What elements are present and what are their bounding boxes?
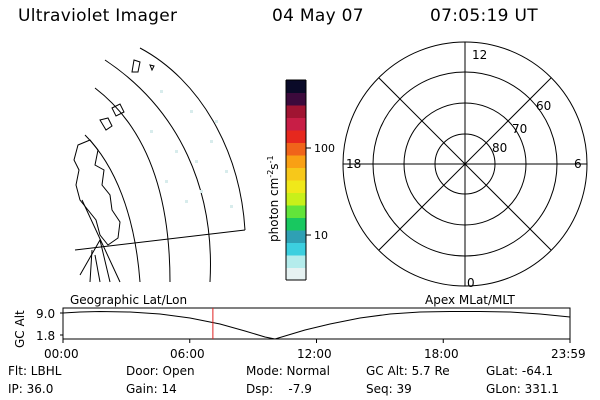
glat-info: GLat: -64.1 bbox=[486, 364, 553, 378]
orbit-plot bbox=[60, 307, 571, 343]
glon-info: GLon: 331.1 bbox=[486, 382, 559, 396]
colorbar-band bbox=[286, 130, 306, 143]
colorbar-band bbox=[286, 205, 306, 218]
mlt-label-18: 18 bbox=[346, 157, 361, 171]
colorbar-band bbox=[286, 192, 306, 206]
colorbar-tick-100: 100 bbox=[314, 142, 335, 155]
colorbar-band bbox=[286, 117, 306, 131]
door-info: Door: Open bbox=[126, 364, 195, 378]
orbit-altitude-curve bbox=[62, 310, 571, 340]
coastline bbox=[99, 117, 113, 131]
colorbar-band bbox=[286, 142, 306, 156]
apex-label: Apex MLat/MLT bbox=[425, 293, 515, 307]
colorbar-band bbox=[286, 255, 306, 268]
map-grid-arc bbox=[139, 47, 246, 231]
coastline bbox=[73, 139, 121, 246]
orbit-xtick-1800: 18:00 bbox=[424, 347, 459, 361]
orbit-ytick-high: 9.0 bbox=[36, 307, 55, 321]
lat-label-70: 70 bbox=[512, 122, 527, 136]
coastline bbox=[111, 103, 125, 117]
map-grid-arc bbox=[89, 249, 93, 283]
colorbar-band bbox=[286, 155, 306, 168]
colorbar-band bbox=[286, 242, 306, 256]
orbit-ytick-low: 1.8 bbox=[36, 329, 55, 343]
colorbar-band bbox=[286, 167, 306, 181]
dsp-info: Dsp: -7.9 bbox=[246, 382, 312, 396]
filter-info: Flt: LBHL bbox=[8, 364, 62, 378]
polar-diagonal bbox=[378, 77, 552, 251]
orbit-xtick-0600: 06:00 bbox=[170, 347, 205, 361]
colorbar bbox=[286, 80, 306, 281]
ip-info: IP: 36.0 bbox=[8, 382, 54, 396]
colorbar-label: photon cm-2s-1 bbox=[266, 155, 281, 242]
colorbar-tick-10: 10 bbox=[314, 229, 328, 242]
coastline bbox=[131, 59, 141, 73]
colorbar-band bbox=[286, 230, 306, 243]
lat-label-80: 80 bbox=[492, 141, 507, 155]
orbit-ylabel: GC Alt bbox=[13, 310, 27, 348]
colorbar-band bbox=[286, 180, 306, 193]
map-grid-arc bbox=[81, 199, 121, 283]
map-grid-arc bbox=[104, 59, 211, 283]
polar-plot bbox=[342, 41, 588, 287]
coastline bbox=[149, 64, 155, 72]
map-grid-arc bbox=[94, 87, 171, 283]
mlt-label-6: 6 bbox=[574, 157, 582, 171]
gc-alt-info: GC Alt: 5.7 Re bbox=[366, 364, 450, 378]
map-grid-arc bbox=[94, 254, 101, 283]
colorbar-band bbox=[286, 267, 306, 281]
mlt-label-12: 12 bbox=[472, 48, 487, 62]
seq-info: Seq: 39 bbox=[366, 382, 412, 396]
time-label: 07:05:19 UT bbox=[430, 6, 538, 26]
colorbar-band bbox=[286, 80, 306, 93]
instrument-title: Ultraviolet Imager bbox=[18, 6, 178, 26]
colorbar-band bbox=[286, 217, 306, 231]
map-grid-arc bbox=[84, 134, 141, 283]
mlt-label-0: 0 bbox=[467, 276, 475, 290]
date-label: 04 May 07 bbox=[272, 6, 364, 26]
geographic-map bbox=[73, 47, 246, 283]
lat-label-60: 60 bbox=[536, 99, 551, 113]
mode-info: Mode: Normal bbox=[246, 364, 330, 378]
orbit-xtick-0000: 00:00 bbox=[44, 347, 79, 361]
orbit-xtick-2359: 23:59 bbox=[551, 347, 586, 361]
orbit-xtick-1200: 12:00 bbox=[297, 347, 332, 361]
uv-speckle bbox=[150, 90, 233, 208]
gain-info: Gain: 14 bbox=[126, 382, 177, 396]
colorbar-band bbox=[286, 105, 306, 118]
colorbar-band bbox=[286, 92, 306, 106]
geographic-label: Geographic Lat/Lon bbox=[70, 293, 188, 307]
